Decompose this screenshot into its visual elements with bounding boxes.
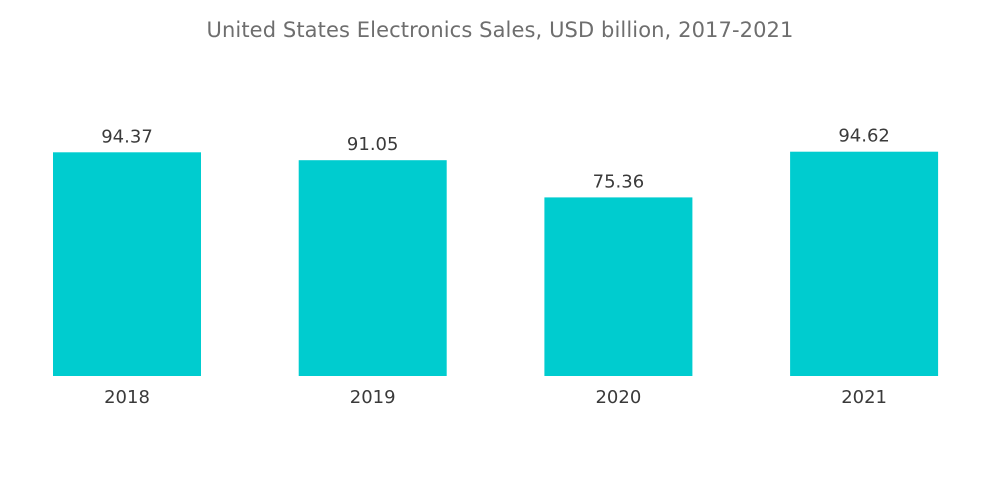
bar-2021: [790, 151, 939, 376]
value-label-2020: 75.36: [593, 171, 645, 192]
x-tick-label-2020: 2020: [595, 387, 641, 408]
value-label-2018: 94.37: [101, 126, 153, 147]
value-label-2019: 91.05: [347, 134, 399, 155]
bar-2020: [544, 197, 693, 376]
bar-2018: [53, 152, 201, 376]
x-tick-label-2018: 2018: [104, 387, 150, 408]
x-tick-label-2019: 2019: [350, 387, 396, 408]
chart-title: United States Electronics Sales, USD bil…: [206, 18, 794, 42]
bar-2019: [298, 160, 447, 376]
value-labels-layer: 94.37 91.05 75.36 94.62: [101, 126, 890, 193]
x-tick-label-2021: 2021: [841, 387, 887, 408]
x-axis-ticks: 2018 2019 2020 2021: [104, 387, 887, 408]
value-label-2021: 94.62: [838, 126, 890, 147]
bars-layer: [53, 151, 939, 376]
